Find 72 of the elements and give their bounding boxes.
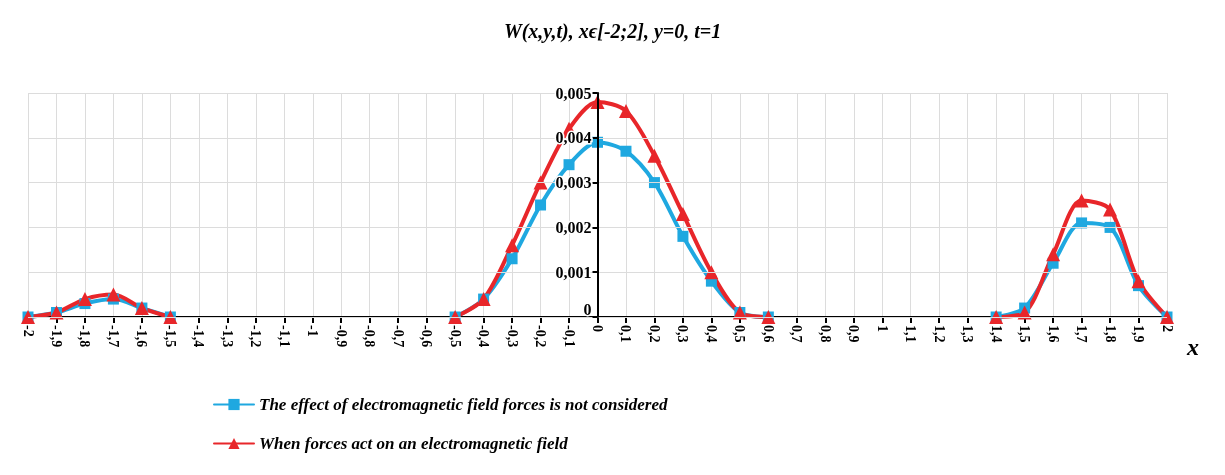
x-tick-label: 0,4 xyxy=(703,325,719,343)
y-tick-label: 0,001 xyxy=(555,263,592,281)
x-tick-label: -0,2 xyxy=(533,325,549,348)
x-tick-label: -0,3 xyxy=(504,325,520,348)
x-tick-label: 1 xyxy=(874,325,890,332)
y-tick-label: 0,003 xyxy=(555,174,592,192)
x-tick-label: -1,6 xyxy=(134,325,150,348)
point xyxy=(1074,193,1089,208)
point xyxy=(1076,217,1088,229)
x-tick-label: -1,9 xyxy=(48,325,64,348)
x-tick-label: -0,7 xyxy=(390,325,406,348)
point xyxy=(1046,247,1061,262)
x-tick-label: 0,3 xyxy=(675,325,691,343)
x-tick-label: -1,7 xyxy=(105,325,121,348)
x-tick-label: 0,7 xyxy=(789,325,805,343)
x-tick-label: 0 xyxy=(590,325,605,332)
point xyxy=(618,103,633,118)
legend-label: When forces act on an electromagnetic field xyxy=(259,434,569,453)
x-tick-label: -0,4 xyxy=(476,325,492,348)
x-axis-title: x xyxy=(1186,334,1199,360)
x-tick-label: 0,1 xyxy=(618,325,634,343)
point xyxy=(535,199,547,211)
point xyxy=(704,265,719,280)
x-tick-label: 1,3 xyxy=(960,325,976,343)
x-tick-label: 0,9 xyxy=(846,325,862,343)
x-tick-label: 0,5 xyxy=(732,325,748,343)
x-tick-label: -1,2 xyxy=(248,325,264,348)
point xyxy=(533,175,548,190)
x-tick-label: 1,7 xyxy=(1074,325,1090,343)
point xyxy=(77,292,92,307)
x-tick-label: 1,4 xyxy=(988,325,1004,343)
point xyxy=(647,148,662,163)
x-tick-label: 1,9 xyxy=(1131,325,1147,343)
x-tick-label: 0,6 xyxy=(760,325,776,343)
x-tick-label: 1,5 xyxy=(1017,325,1033,343)
point xyxy=(106,287,121,302)
x-tick-label: 0,2 xyxy=(646,325,662,343)
y-tick-label: 0 xyxy=(583,300,592,318)
x-tick-label: -2 xyxy=(20,325,36,337)
point xyxy=(677,230,689,242)
point xyxy=(1104,221,1116,233)
x-tick-label: -0,5 xyxy=(447,325,463,348)
x-tick-label: -0,8 xyxy=(362,325,378,348)
x-tick-label: -0,9 xyxy=(333,325,349,348)
y-tick-label: 0,005 xyxy=(555,84,592,102)
x-tick-label: -1,5 xyxy=(162,325,178,348)
x-tick-label: 1,8 xyxy=(1102,325,1118,343)
x-tick-label: 1,2 xyxy=(931,325,947,343)
x-tick-label: 1,6 xyxy=(1045,325,1061,343)
x-tick-label: -1,4 xyxy=(191,325,207,348)
point xyxy=(1103,202,1118,217)
x-tick-label: -1,8 xyxy=(77,325,93,348)
x-tick-label: -0,6 xyxy=(419,325,435,348)
x-tick-label: -1,1 xyxy=(276,325,292,348)
point xyxy=(675,206,690,221)
point xyxy=(1131,274,1146,289)
x-tick-label: 1,1 xyxy=(903,325,919,343)
x-tick-label: -0,1 xyxy=(561,325,577,348)
y-tick-label: 0,004 xyxy=(555,129,592,147)
point xyxy=(563,159,575,171)
x-tick-label: 0,8 xyxy=(817,325,833,343)
point xyxy=(1017,305,1032,320)
point xyxy=(506,253,518,265)
x-tick-label: 2 xyxy=(1159,325,1175,332)
point xyxy=(648,177,660,189)
point xyxy=(620,145,632,157)
point xyxy=(505,238,520,253)
legend-label: The effect of electromagnetic field forces is not considered xyxy=(259,395,669,414)
x-tick-label: -1 xyxy=(305,325,321,337)
x-tick-label: -1,3 xyxy=(219,325,235,348)
y-tick-label: 0,002 xyxy=(555,218,592,236)
chart-title: W(x,y,t), xϵ[-2;2], y=0, t=1 xyxy=(503,20,722,43)
